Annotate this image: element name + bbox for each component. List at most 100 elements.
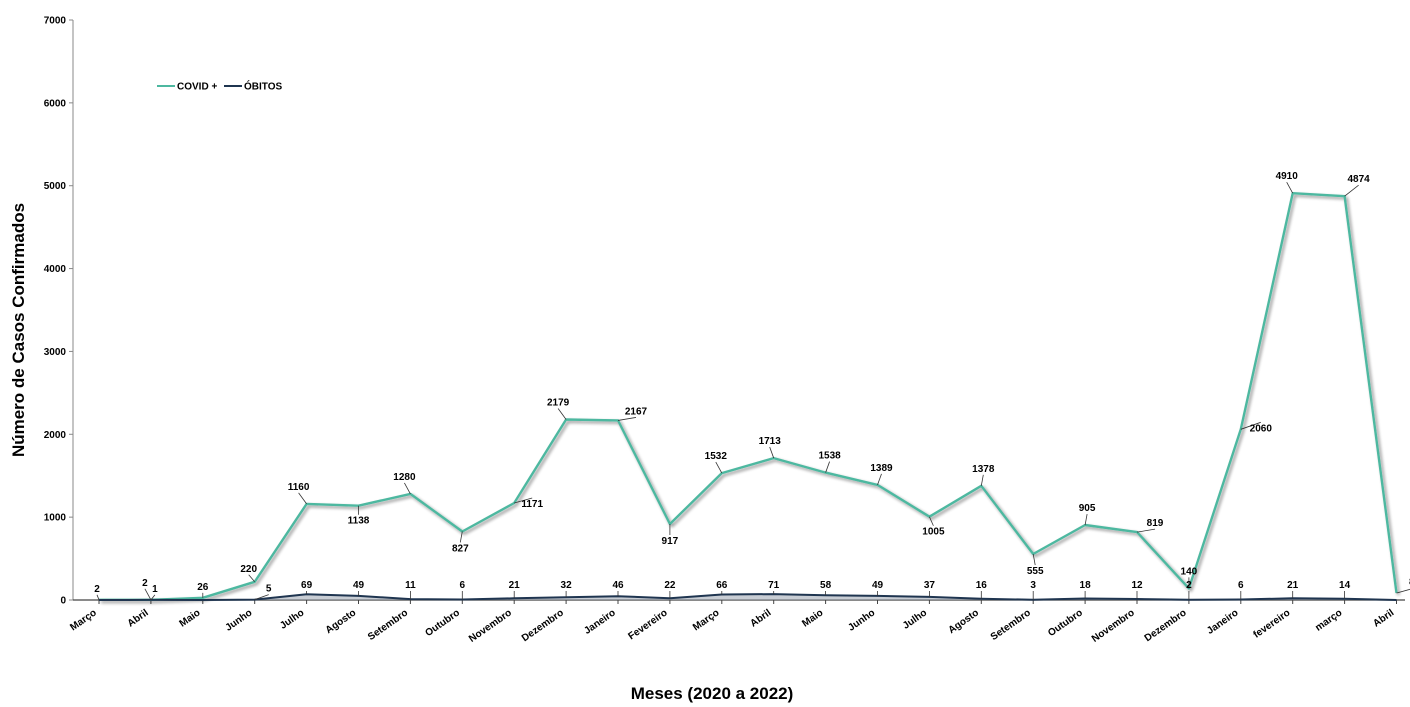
data-label-obitos: 49 — [353, 580, 365, 591]
y-axis: 0 1000 2000 3000 4000 5000 6000 7000 — [44, 16, 74, 607]
x-tick-label: Dezembro — [1143, 607, 1189, 644]
x-tick-label: Setembro — [366, 607, 410, 642]
x-tick-label: Outubro — [423, 607, 462, 639]
y-tick-label: 6000 — [44, 98, 67, 109]
label-leader — [877, 473, 882, 486]
series-layer — [98, 192, 1398, 601]
label-leader — [557, 408, 567, 420]
label-leader — [1240, 421, 1261, 430]
x-axis-title: Meses (2020 a 2022) — [631, 684, 794, 703]
label-leader — [715, 461, 723, 474]
data-label-covid: 1171 — [521, 499, 543, 510]
series-line-covid — [99, 192, 1398, 601]
x-tick-label: Julho — [901, 607, 929, 631]
data-label-covid: 1138 — [348, 516, 370, 527]
x-tick-label: Junho — [224, 607, 255, 633]
x-tick-label: Junho — [846, 607, 877, 633]
data-label-covid: 2 — [94, 584, 100, 595]
label-leader — [254, 594, 269, 600]
data-label-covid: 4874 — [1347, 174, 1370, 185]
data-label-covid: 1389 — [870, 463, 893, 474]
label-leader — [459, 531, 463, 543]
data-label-covid: 26 — [197, 582, 209, 593]
x-tick-label: Fevereiro — [626, 607, 669, 642]
data-label-obitos: 37 — [924, 580, 936, 591]
y-tick-label: 4000 — [44, 264, 67, 275]
data-label-obitos: 69 — [301, 580, 313, 591]
data-label-covid: 2167 — [625, 406, 648, 417]
data-label-covid: 1280 — [393, 472, 416, 483]
data-labels: 22 26220116011381280827117121792167917153… — [94, 171, 1410, 601]
x-tick-label: Março — [68, 607, 98, 633]
data-label-obitos: 6 — [460, 580, 466, 591]
y-tick-label: 0 — [60, 596, 66, 607]
x-tick-label: Maio — [178, 607, 203, 629]
y-tick-label: 2000 — [44, 430, 67, 441]
data-label-obitos: 11 — [405, 580, 416, 591]
y-tick-label: 7000 — [44, 16, 67, 27]
x-tick-label: Abril — [1371, 607, 1396, 629]
label-leader — [980, 474, 984, 486]
label-leader — [514, 497, 533, 504]
label-leader — [1032, 553, 1036, 566]
data-label-covid: 2179 — [547, 397, 570, 408]
data-label-obitos: 12 — [1131, 580, 1143, 591]
data-label-obitos: 32 — [561, 580, 573, 591]
x-tick-label: Janeiro — [582, 607, 617, 636]
data-label-covid: 905 — [1079, 503, 1096, 514]
data-label-covid: 1160 — [288, 482, 310, 493]
label-leader — [769, 446, 775, 459]
label-leader — [617, 417, 637, 421]
series-line-obitos — [98, 593, 1397, 601]
data-label-covid: 1532 — [705, 451, 728, 462]
y-tick-label: 3000 — [44, 347, 67, 358]
series-area-obitos — [99, 594, 1397, 600]
legend-label: ÓBITOS — [244, 80, 282, 93]
label-leader — [96, 594, 100, 600]
data-label-obitos: 3 — [1030, 580, 1036, 591]
data-label-covid: 1538 — [818, 451, 841, 462]
x-tick-label: Novembro — [1090, 607, 1137, 644]
x-tick-label: Outubro — [1046, 607, 1085, 639]
data-label-obitos: 21 — [509, 580, 521, 591]
label-leader — [1396, 588, 1410, 594]
data-label-covid: 140 — [1181, 566, 1198, 577]
label-leader — [144, 588, 152, 601]
data-label-covid: 1005 — [922, 527, 945, 538]
x-tick-label: fevereiro — [1252, 607, 1293, 640]
data-label-obitos: 22 — [664, 580, 676, 591]
data-label-covid: 917 — [662, 536, 679, 547]
legend-label: COVID + — [177, 82, 217, 93]
data-label-covid: 84 — [1409, 577, 1410, 588]
data-label-obitos: 21 — [1287, 580, 1299, 591]
data-label-covid: 220 — [240, 564, 257, 575]
x-tick-label: Janeiro — [1205, 607, 1240, 636]
data-label-covid: 4910 — [1276, 171, 1299, 182]
data-label-obitos: 16 — [976, 580, 988, 591]
data-label-obitos: 14 — [1339, 580, 1351, 591]
legend: COVID + ÓBITOS — [157, 80, 282, 93]
data-label-covid: 2 — [142, 578, 148, 589]
label-leader — [298, 492, 307, 505]
data-label-obitos: 1 — [152, 584, 158, 595]
data-label-obitos: 6 — [1238, 580, 1244, 591]
x-tick-label: Novembro — [467, 607, 514, 644]
x-tick-label: Agosto — [324, 607, 359, 636]
y-tick-label: 1000 — [44, 513, 67, 524]
label-leader — [1286, 181, 1294, 194]
data-label-obitos: 5 — [266, 584, 272, 595]
data-label-obitos: 18 — [1080, 580, 1092, 591]
label-leader — [1344, 184, 1359, 197]
x-tick-label: Abril — [748, 607, 773, 629]
x-tick-label: Agosto — [946, 607, 981, 636]
data-label-obitos: 46 — [612, 580, 624, 591]
x-tick-label: Setembro — [989, 607, 1033, 642]
label-leader — [1136, 528, 1156, 533]
data-label-obitos: 66 — [716, 580, 728, 591]
label-leader — [150, 594, 156, 601]
x-tick-label: Julho — [278, 607, 306, 631]
label-leader — [929, 516, 934, 526]
y-axis-title: Número de Casos Confirmados — [9, 203, 28, 457]
x-axis: Março Abril Maio Junho Julho Agosto Setembro Ou… — [68, 599, 1405, 645]
